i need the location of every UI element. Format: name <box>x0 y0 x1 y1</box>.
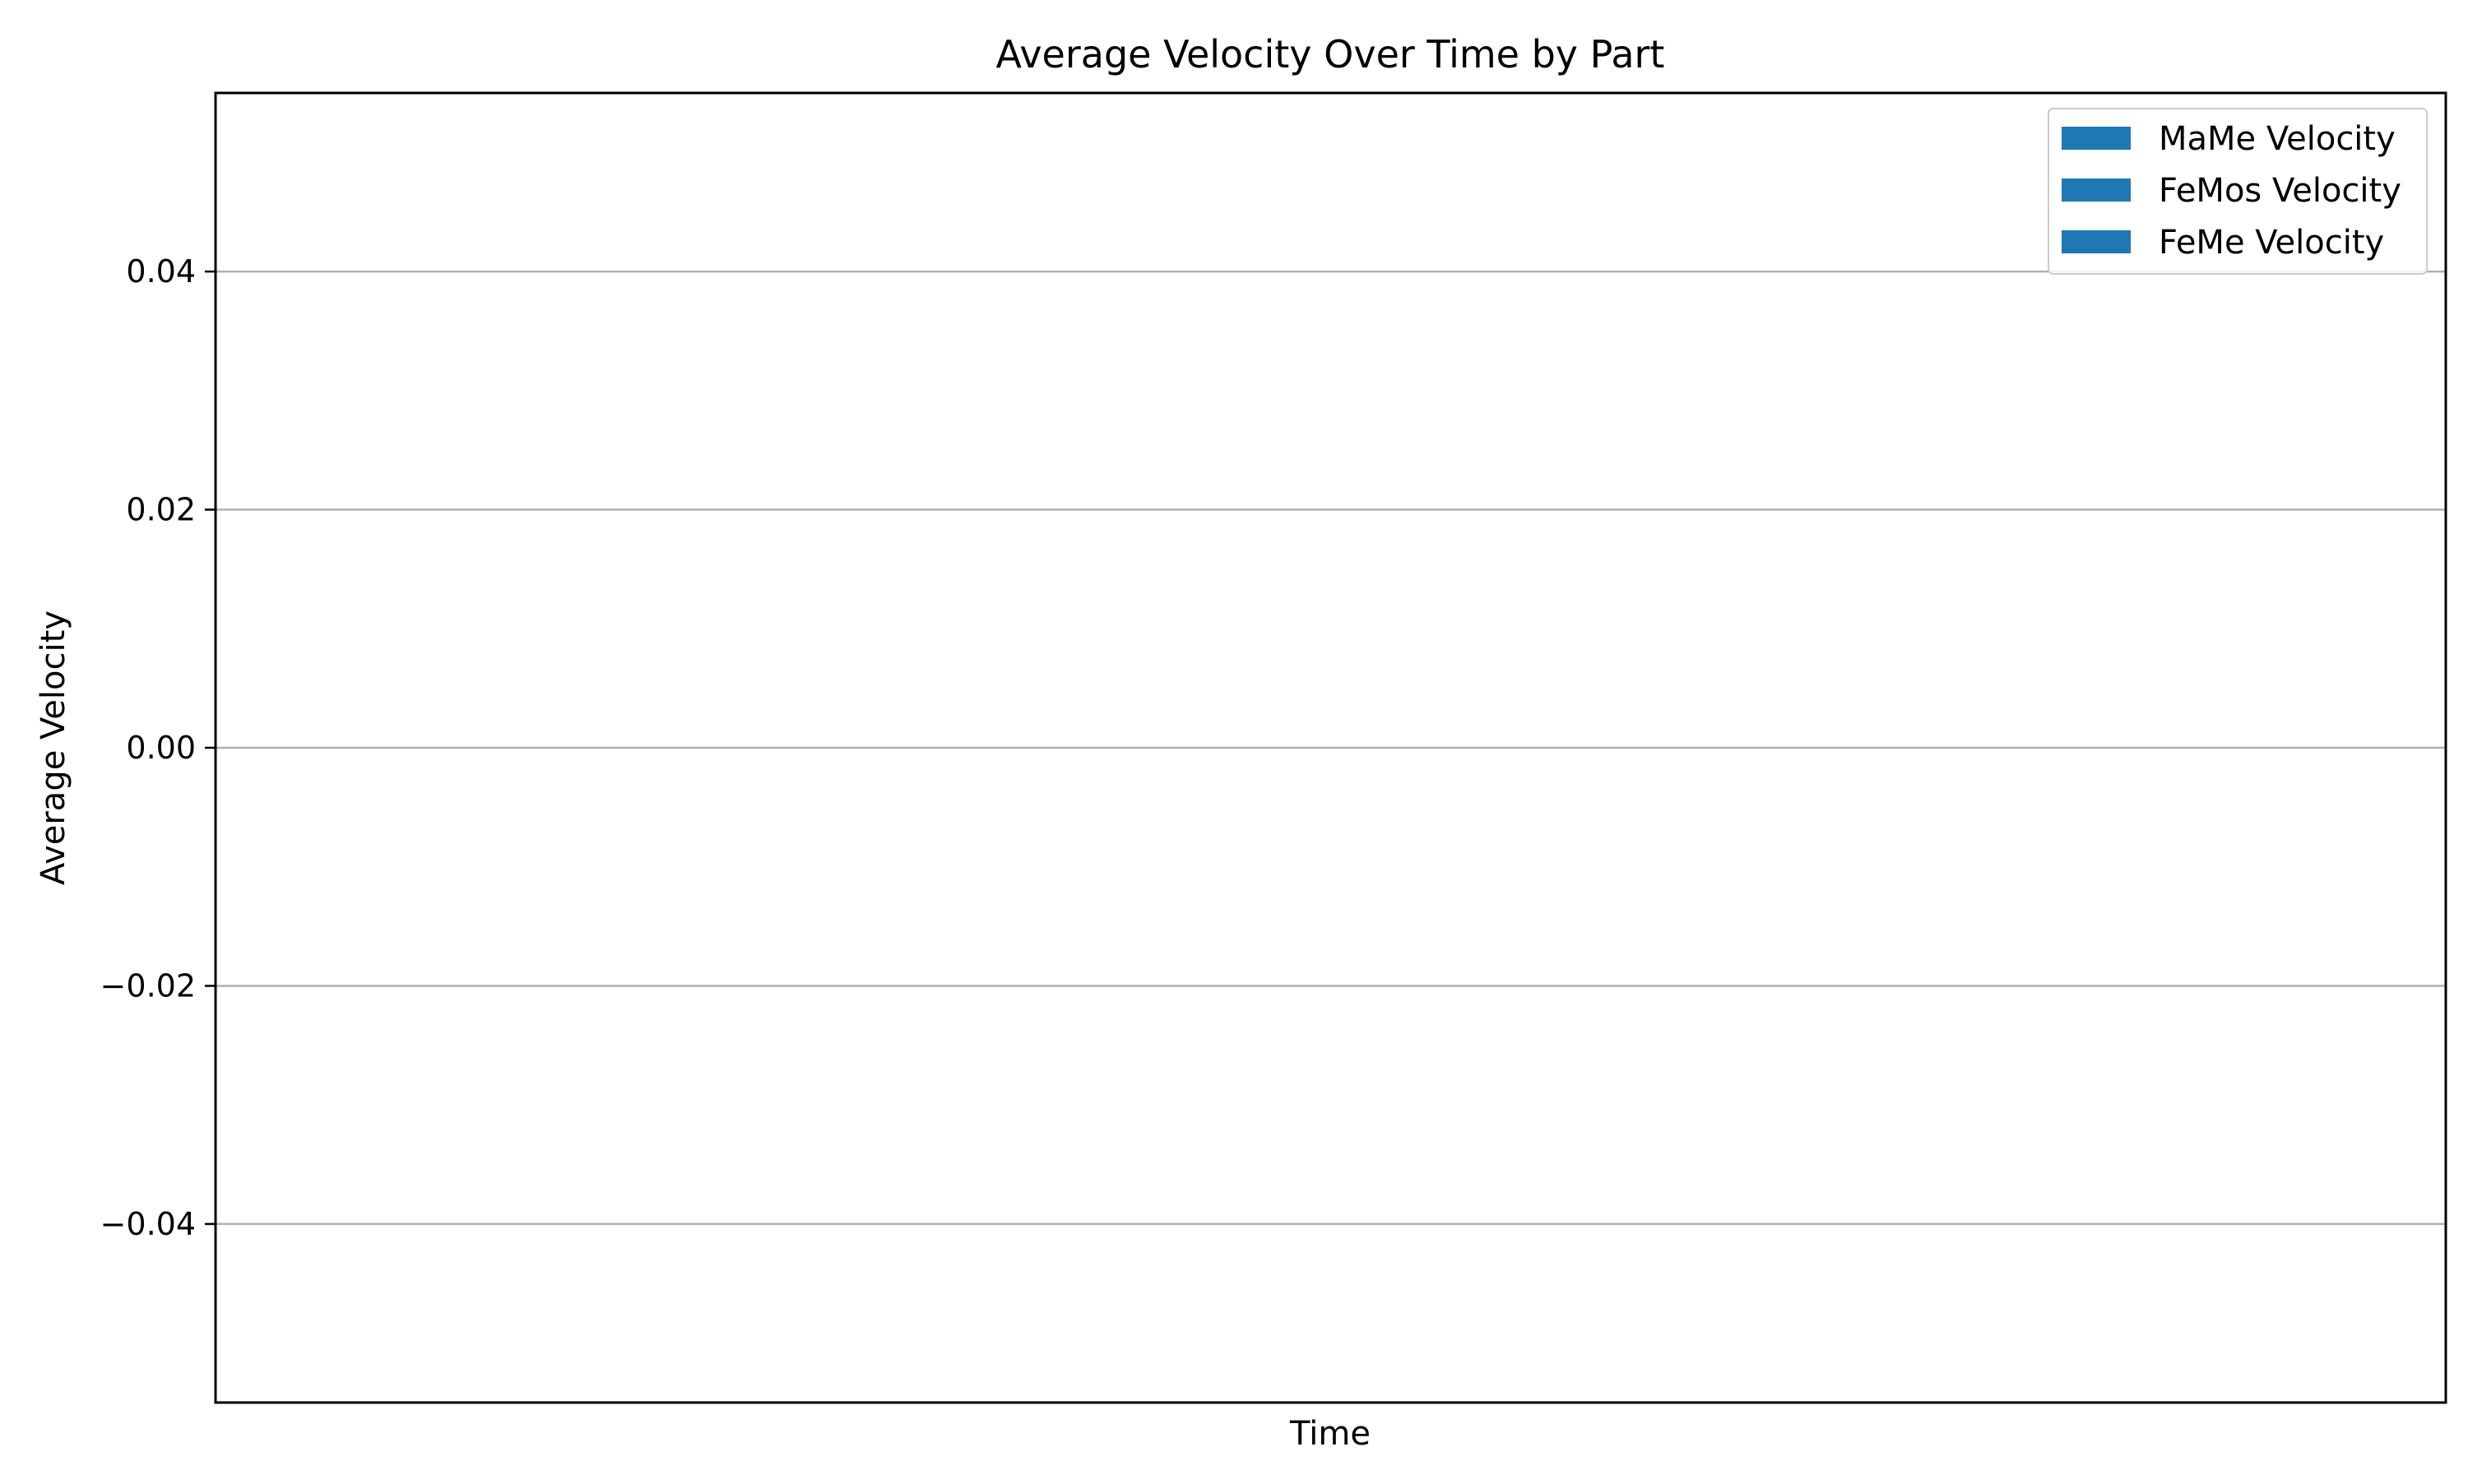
legend: MaMe Velocity FeMos Velocity FeMe Velocity <box>2048 108 2428 275</box>
legend-swatch <box>2062 179 2131 202</box>
legend-box <box>2048 108 2428 275</box>
y-tick-label: 0.00 <box>126 730 196 766</box>
y-axis-ticks: −0.04 −0.02 0.00 0.02 0.04 <box>100 253 216 1242</box>
y-tick-label: −0.04 <box>100 1206 196 1242</box>
legend-swatch <box>2062 230 2131 253</box>
y-tick-label: −0.02 <box>100 967 196 1004</box>
legend-label: MaMe Velocity <box>2159 120 2396 158</box>
y-tick-label: 0.02 <box>126 492 196 528</box>
y-axis-label: Average Velocity <box>35 610 72 885</box>
legend-label: FeMos Velocity <box>2159 172 2401 210</box>
chart-title: Average Velocity Over Time by Part <box>996 32 1665 77</box>
legend-swatch <box>2062 127 2131 150</box>
y-tick-label: 0.04 <box>126 253 196 290</box>
legend-label: FeMe Velocity <box>2159 224 2384 262</box>
x-axis-label: Time <box>1289 1415 1371 1453</box>
y-gridlines <box>216 270 2446 1226</box>
